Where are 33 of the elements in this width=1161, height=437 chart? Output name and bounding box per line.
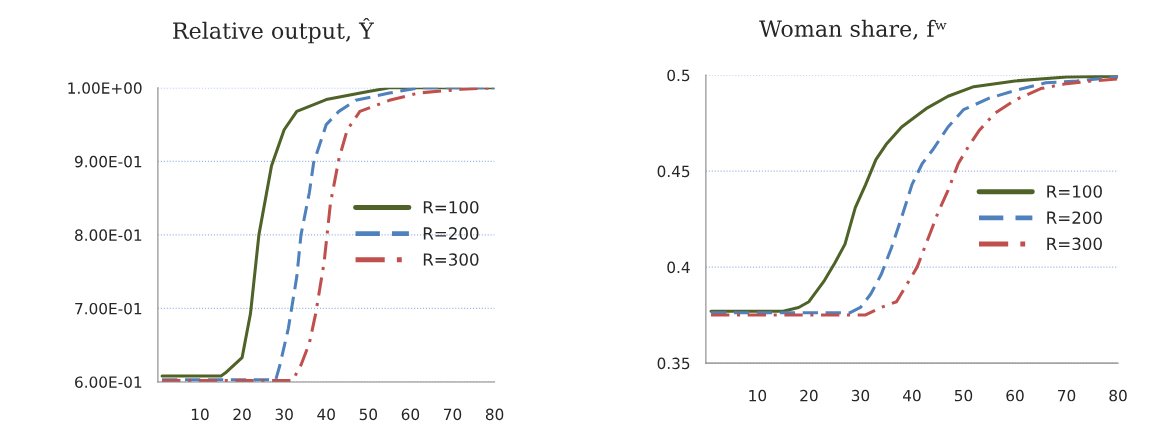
y-tick-label: 0.4: [667, 261, 690, 274]
x-tick-label: 60: [1006, 389, 1024, 402]
x-tick-label: 70: [1058, 389, 1076, 402]
y-tick-label: 8.00E-01: [75, 229, 142, 241]
chart-title: Woman share, fʷ: [759, 19, 947, 40]
y-tick-label: 1.00E+00: [68, 82, 142, 94]
x-tick-label: 40: [902, 389, 921, 402]
x-tick-label: 10: [749, 389, 767, 402]
legend-label: R=200: [423, 227, 479, 240]
x-tick-label: 60: [401, 408, 420, 421]
y-tick-label: 6.00E-01: [75, 376, 142, 388]
legend-label: R=200: [1047, 211, 1102, 224]
y-tick-label: 9.00E-01: [74, 155, 142, 168]
chart-title: Relative output, Ŷ: [173, 17, 374, 44]
y-tick-label: 0.35: [657, 357, 690, 370]
x-tick-label: 80: [485, 408, 504, 421]
legend-label: R=100: [1047, 185, 1102, 198]
x-tick-label: 20: [233, 408, 251, 421]
x-tick-label: 50: [954, 389, 973, 402]
y-tick-label: 0.45: [657, 165, 690, 178]
legend-label: R=300: [1047, 237, 1102, 251]
x-tick-label: 30: [851, 389, 870, 402]
x-tick-label: 80: [1109, 389, 1127, 402]
legend-label: R=300: [423, 253, 479, 266]
x-tick-label: 10: [191, 408, 209, 421]
x-tick-label: 70: [444, 408, 462, 421]
y-tick-label: 0.5: [667, 69, 690, 82]
legend-label: R=100: [423, 200, 479, 214]
x-tick-label: 50: [359, 408, 378, 421]
x-tick-label: 20: [800, 389, 818, 402]
x-tick-label: 30: [275, 408, 293, 421]
y-tick-label: 7.00E-01: [75, 302, 142, 315]
x-tick-label: 40: [317, 408, 335, 421]
